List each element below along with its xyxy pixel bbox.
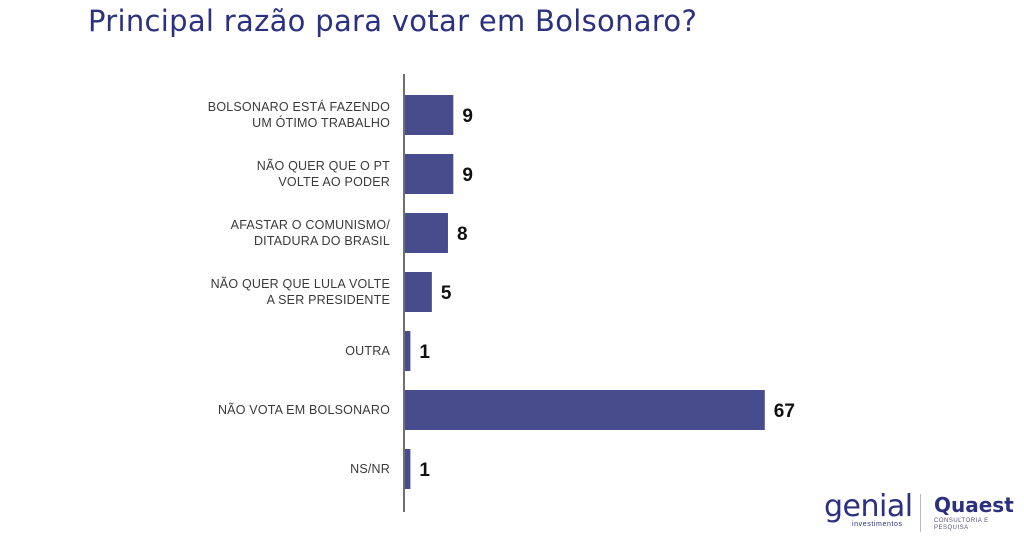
bar	[405, 213, 448, 253]
bar	[405, 449, 411, 489]
data-label: 9	[462, 106, 473, 127]
category-label: NÃO VOTA EM BOLSONARO	[218, 403, 390, 417]
bar	[405, 95, 454, 135]
bar	[405, 272, 432, 312]
category-label: NÃO QUER QUE LULA VOLTE A SER PRESIDENTE	[211, 277, 390, 307]
quaest-logo-subtitle: CONSULTORIA E PESQUISA	[934, 518, 989, 531]
category-label: NÃO QUER QUE O PT VOLTE AO PODER	[257, 159, 390, 189]
data-label: 1	[419, 342, 430, 363]
category-label: NS/NR	[350, 462, 390, 476]
data-label: 5	[441, 283, 452, 304]
bar	[405, 331, 411, 371]
data-label: 8	[457, 224, 468, 245]
bar	[405, 154, 454, 194]
quaest-logo: Quaest	[934, 493, 1014, 517]
category-label: BOLSONARO ESTÁ FAZENDO UM ÓTIMO TRABALHO	[208, 99, 390, 130]
genial-logo-subtitle: investimentos	[852, 521, 903, 528]
bar	[405, 390, 765, 430]
logos: genial investimentos Quaest CONSULTORIA …	[818, 492, 1018, 542]
data-label: 9	[462, 165, 473, 186]
category-label: OUTRA	[345, 344, 390, 358]
category-label: AFASTAR O COMUNISMO/DITADURA DO BRASIL	[231, 218, 391, 248]
genial-logo: genial	[824, 489, 913, 524]
chart-title: Principal razão para votar em Bolsonaro?	[88, 4, 698, 38]
data-label: 67	[774, 401, 795, 422]
data-label: 1	[419, 460, 430, 481]
logo-divider	[920, 494, 921, 532]
